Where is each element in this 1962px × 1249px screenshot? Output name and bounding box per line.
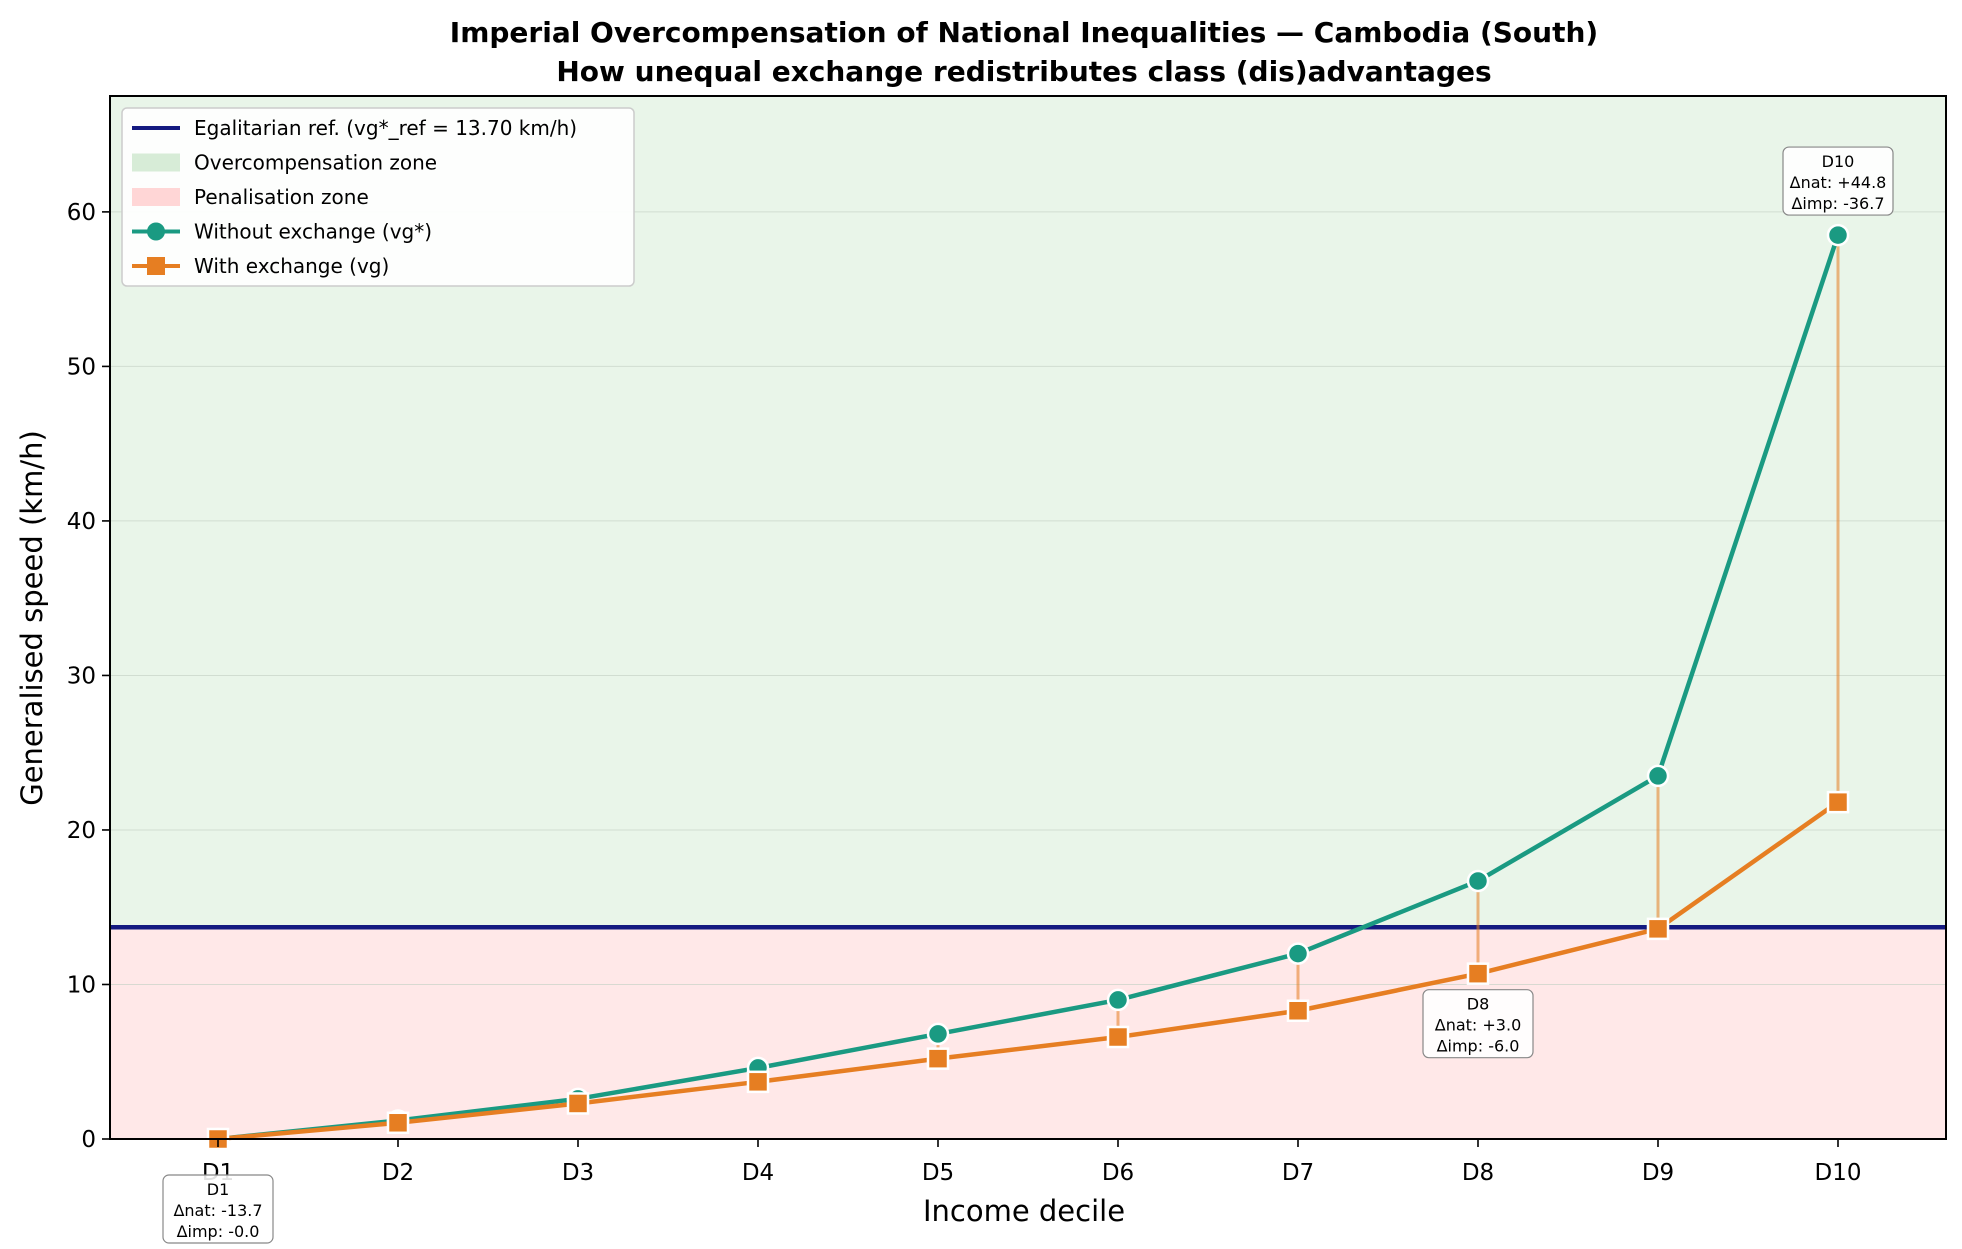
annotation-d8: D8 Δnat: +3.0 Δimp: -6.0 [1422, 989, 1534, 1059]
data-point-with-exchange [1826, 790, 1850, 814]
y-tick-label: 10 [67, 972, 96, 998]
data-point-with-exchange [1286, 999, 1310, 1022]
data-point-without-exchange [1286, 942, 1310, 965]
annotation-text: Δimp: -6.0 [1437, 1037, 1520, 1056]
chart-subtitle: How unequal exchange redistributes class… [556, 55, 1491, 88]
legend-label: With exchange (vg) [194, 254, 389, 278]
x-tick-label: D9 [1642, 1160, 1674, 1186]
data-point-without-exchange [1466, 869, 1490, 893]
data-point-without-exchange [1826, 223, 1850, 247]
annotation-text: D8 [1467, 995, 1490, 1014]
x-tick-label: D2 [382, 1160, 414, 1186]
data-point-with-exchange [566, 1092, 590, 1115]
annotation-text: Δnat: +3.0 [1435, 1016, 1522, 1035]
y-tick-label: 60 [67, 200, 96, 226]
x-tick-label: D5 [922, 1160, 954, 1186]
y-tick-label: 50 [67, 354, 96, 380]
annotation-text: Δimp: -36.7 [1791, 194, 1884, 213]
annotation-box [1782, 146, 1894, 216]
data-point-with-exchange [1466, 962, 1490, 985]
data-point-with-exchange [746, 1070, 770, 1094]
series-line-with-exchange [217, 800, 1840, 1142]
x-tick-label: D6 [1102, 1160, 1134, 1186]
annotation-text: D10 [1822, 152, 1855, 171]
chart-title: Imperial Overcompensation of National In… [450, 16, 1598, 49]
legend-marker-square [147, 257, 165, 275]
data-point-with-exchange [926, 1047, 950, 1070]
annotation-d10: D10 Δnat: +44.8 Δimp: -36.7 [1782, 146, 1894, 216]
data-point-with-exchange [1646, 917, 1670, 941]
annotation-box [1422, 989, 1534, 1059]
x-axis-label: Income decile [923, 1194, 1125, 1228]
data-point-with-exchange [386, 1111, 410, 1135]
x-tick-label: D7 [1282, 1160, 1314, 1186]
legend-swatch-zone [132, 153, 180, 172]
y-tick-label: 20 [67, 818, 96, 844]
series-line-without-exchange [217, 234, 1841, 1142]
data-point-with-exchange [1106, 1025, 1130, 1049]
annotation-text: Δnat: -13.7 [173, 1201, 262, 1220]
data-point-without-exchange [926, 1022, 950, 1046]
y-axis-label: Generalised speed (km/h) [15, 430, 49, 806]
x-tick-label: D8 [1462, 1160, 1494, 1186]
y-tick-label: 40 [67, 509, 96, 535]
legend-label: Egalitarian ref. (vg*_ref = 13.70 km/h) [194, 116, 577, 140]
annotation-box [162, 1174, 274, 1244]
data-point-without-exchange [1106, 988, 1130, 1012]
legend: Egalitarian ref. (vg*_ref = 13.70 km/h) O… [121, 107, 635, 287]
data-point-without-exchange [1646, 764, 1670, 788]
annotation-text: Δnat: +44.8 [1790, 173, 1887, 192]
x-tick-label: D10 [1815, 1160, 1862, 1186]
legend-label: Overcompensation zone [194, 151, 437, 175]
legend-marker-circle [147, 222, 165, 241]
legend-label: Penalisation zone [194, 185, 369, 209]
x-tick-label: D3 [562, 1160, 594, 1186]
legend-swatch-zone [132, 188, 180, 206]
annotation-text: Δimp: -0.0 [177, 1222, 260, 1241]
y-tick-label: 0 [81, 1127, 96, 1153]
legend-label: Without exchange (vg*) [194, 220, 432, 244]
zone-penalisation [110, 927, 1946, 1139]
y-tick-label: 30 [67, 663, 96, 689]
annotation-d1: D1 Δnat: -13.7 Δimp: -0.0 [162, 1174, 274, 1244]
plot-frame [109, 95, 1947, 1140]
legend-box [121, 107, 635, 287]
x-tick-label: D4 [742, 1160, 774, 1186]
annotation-text: D1 [207, 1180, 230, 1199]
